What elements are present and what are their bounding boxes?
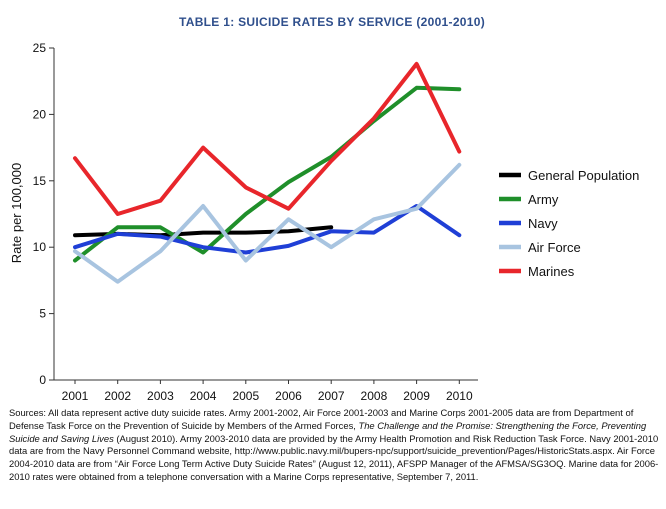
x-tick-label: 2001 [62,389,89,403]
legend-label-general-population: General Population [528,168,639,183]
y-tick-label: 15 [33,174,47,188]
legend-label-air-force: Air Force [528,240,581,255]
legend-label-marines: Marines [528,264,575,279]
y-tick-label: 5 [39,307,46,321]
x-tick-label: 2005 [232,389,259,403]
sources-text-part2: (August 2010). Army 2003-2010 data are p… [9,432,659,482]
sources-report-title: The Challenge and the Promise: Strengthe… [9,419,647,444]
x-tick-label: 2004 [190,389,217,403]
x-tick-label: 2006 [275,389,302,403]
series-line-air-force [73,162,462,284]
y-tick-label: 25 [33,41,47,55]
y-tick-label: 0 [39,373,46,387]
x-tick-label: 2008 [361,389,388,403]
series-line-marines [73,61,462,216]
y-axis-label: Rate per 100,000 [9,163,24,263]
chart-title: TABLE 1: SUICIDE RATES BY SERVICE (2001-… [179,15,485,29]
x-tick-label: 2002 [104,389,131,403]
series-line-navy [73,204,462,255]
line-chart: TABLE 1: SUICIDE RATES BY SERVICE (2001-… [9,15,639,403]
axes: 0 5 10 15 20 25 2001 2002 2003 2004 2005 2006 2007 20… [33,41,478,403]
legend-label-navy: Navy [528,216,558,231]
sources-text-part1: Sources: All data represent active duty … [9,407,634,431]
x-tick-label: 2009 [403,389,430,403]
legend-label-army: Army [528,192,559,207]
series-layer [73,61,462,284]
y-tick-label: 20 [33,107,47,121]
sources-note: Sources: All data represent active duty … [9,407,661,484]
legend: General Population Army Navy Air Force Marin… [499,168,639,279]
x-tick-label: 2010 [446,389,473,403]
x-tick-label: 2007 [318,389,345,403]
x-tick-label: 2003 [147,389,174,403]
y-tick-label: 10 [33,240,47,254]
